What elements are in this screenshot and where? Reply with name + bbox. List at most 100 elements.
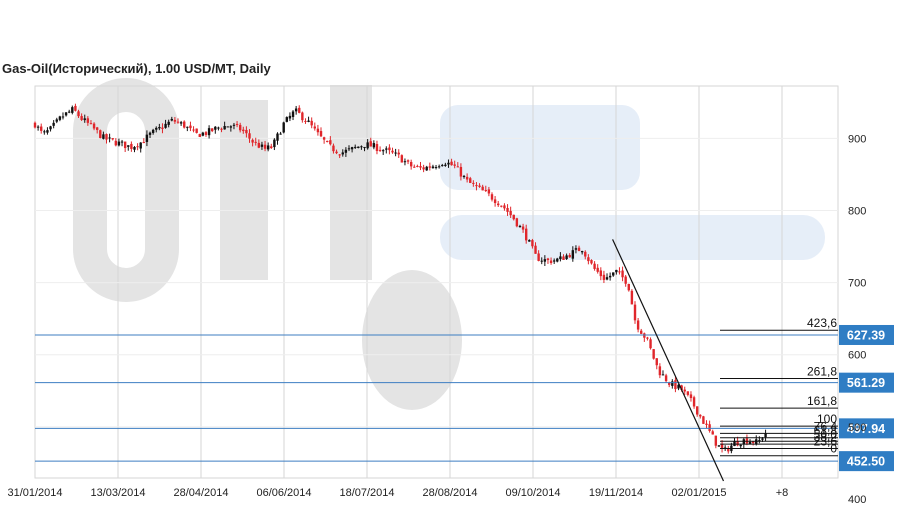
- candle-body-105: [360, 146, 363, 148]
- horizontal-gridlines: [35, 137, 838, 428]
- candle-body-193: [633, 304, 637, 321]
- candle-body-172: [568, 255, 571, 258]
- candle-body-170: [562, 256, 565, 260]
- candle-body-74: [263, 144, 267, 149]
- candle-body-197: [646, 337, 649, 339]
- candle-body-159: [528, 240, 531, 242]
- candle-body-85: [298, 107, 301, 113]
- candle-body-2: [40, 126, 43, 131]
- candle-body-185: [608, 275, 612, 278]
- fib-label-2: 161,8: [807, 394, 837, 408]
- candle-body-192: [630, 290, 634, 305]
- candle-body-12: [71, 107, 74, 113]
- candle-body-202: [661, 374, 665, 376]
- candle-body-230: [748, 441, 752, 445]
- candle-body-47: [179, 122, 183, 124]
- candle-body-84: [294, 108, 298, 112]
- candle-body-127: [428, 166, 432, 168]
- candle-body-120: [406, 160, 410, 162]
- candle-body-58: [214, 126, 217, 130]
- candle-body-61: [223, 125, 226, 130]
- candle-body-145: [484, 189, 487, 191]
- candle-body-37: [148, 132, 152, 135]
- candle-body-67: [242, 129, 245, 132]
- price-level-label-3: 452.50: [847, 455, 885, 469]
- candle-body-129: [434, 167, 438, 169]
- candle-body-71: [254, 141, 257, 143]
- candle-body-18: [89, 123, 93, 125]
- candle-body-163: [540, 260, 543, 262]
- price-level-badge-2: [839, 418, 894, 439]
- candle-body-99: [341, 152, 344, 155]
- candle-body-91: [316, 128, 320, 133]
- candle-body-38: [151, 129, 155, 133]
- candle-body-7: [55, 119, 58, 122]
- x-tick-label-9: +8: [776, 487, 789, 499]
- candle-body-200: [655, 358, 658, 366]
- candle-body-39: [155, 127, 158, 130]
- candle-body-177: [584, 251, 587, 257]
- x-tick-label-1: 13/03/2014: [90, 487, 145, 499]
- candle-body-115: [391, 150, 394, 153]
- candle-body-107: [366, 142, 369, 149]
- candle-body-70: [251, 139, 254, 143]
- candle-body-119: [403, 161, 407, 163]
- candle-body-65: [235, 123, 239, 125]
- candle-body-201: [658, 366, 662, 376]
- candle-body-21: [99, 130, 102, 139]
- candle-body-9: [61, 116, 65, 118]
- candle-body-142: [475, 185, 478, 187]
- candle-body-148: [493, 199, 497, 204]
- candle-body-214: [699, 414, 702, 417]
- price-level-badge-1: [839, 372, 894, 393]
- price-level-label-1: 561.29: [847, 376, 885, 390]
- candle-body-68: [245, 129, 248, 134]
- candle-body-102: [350, 147, 354, 150]
- candle-body-32: [133, 146, 136, 150]
- candle-body-59: [217, 127, 220, 129]
- candle-body-180: [593, 263, 596, 269]
- candle-body-44: [170, 118, 173, 121]
- fib-label-7: 38,2: [814, 430, 838, 444]
- candle-body-150: [500, 205, 503, 207]
- candle-body-134: [450, 161, 453, 166]
- candle-body-211: [689, 394, 693, 399]
- candle-body-88: [307, 120, 310, 122]
- candle-body-103: [354, 146, 357, 148]
- candle-body-30: [127, 145, 130, 147]
- price-level-badge-0: [839, 324, 894, 345]
- candle-body-57: [211, 128, 214, 132]
- candle-body-131: [441, 165, 444, 167]
- candle-body-132: [444, 164, 447, 166]
- candle-body-96: [332, 145, 335, 152]
- candle-body-130: [437, 166, 441, 168]
- candle-body-111: [378, 149, 382, 151]
- candle-body-165: [546, 258, 550, 261]
- candle-body-14: [77, 111, 80, 117]
- candle-body-118: [400, 155, 404, 163]
- candle-body-218: [711, 431, 714, 435]
- candle-body-72: [257, 142, 261, 148]
- candle-body-93: [322, 137, 326, 140]
- candle-body-76: [270, 146, 273, 149]
- candle-body-182: [599, 270, 603, 277]
- candle-body-49: [186, 126, 189, 128]
- candle-body-110: [375, 143, 379, 151]
- candle-body-139: [465, 176, 469, 180]
- candle-body-146: [487, 189, 491, 194]
- candle-body-82: [288, 115, 292, 119]
- candle-body-26: [114, 140, 118, 146]
- candle-body-194: [636, 320, 640, 330]
- candle-body-169: [559, 256, 562, 260]
- candle-body-56: [207, 128, 211, 136]
- candle-body-161: [534, 245, 537, 254]
- candle-body-212: [692, 397, 696, 407]
- candle-body-4: [46, 130, 49, 133]
- candle-body-46: [176, 121, 180, 123]
- candle-body-137: [459, 166, 463, 177]
- candle-body-13: [74, 105, 77, 111]
- candle-body-228: [742, 439, 746, 445]
- fib-label-5: 61,8: [814, 424, 838, 438]
- candle-body-3: [43, 131, 46, 133]
